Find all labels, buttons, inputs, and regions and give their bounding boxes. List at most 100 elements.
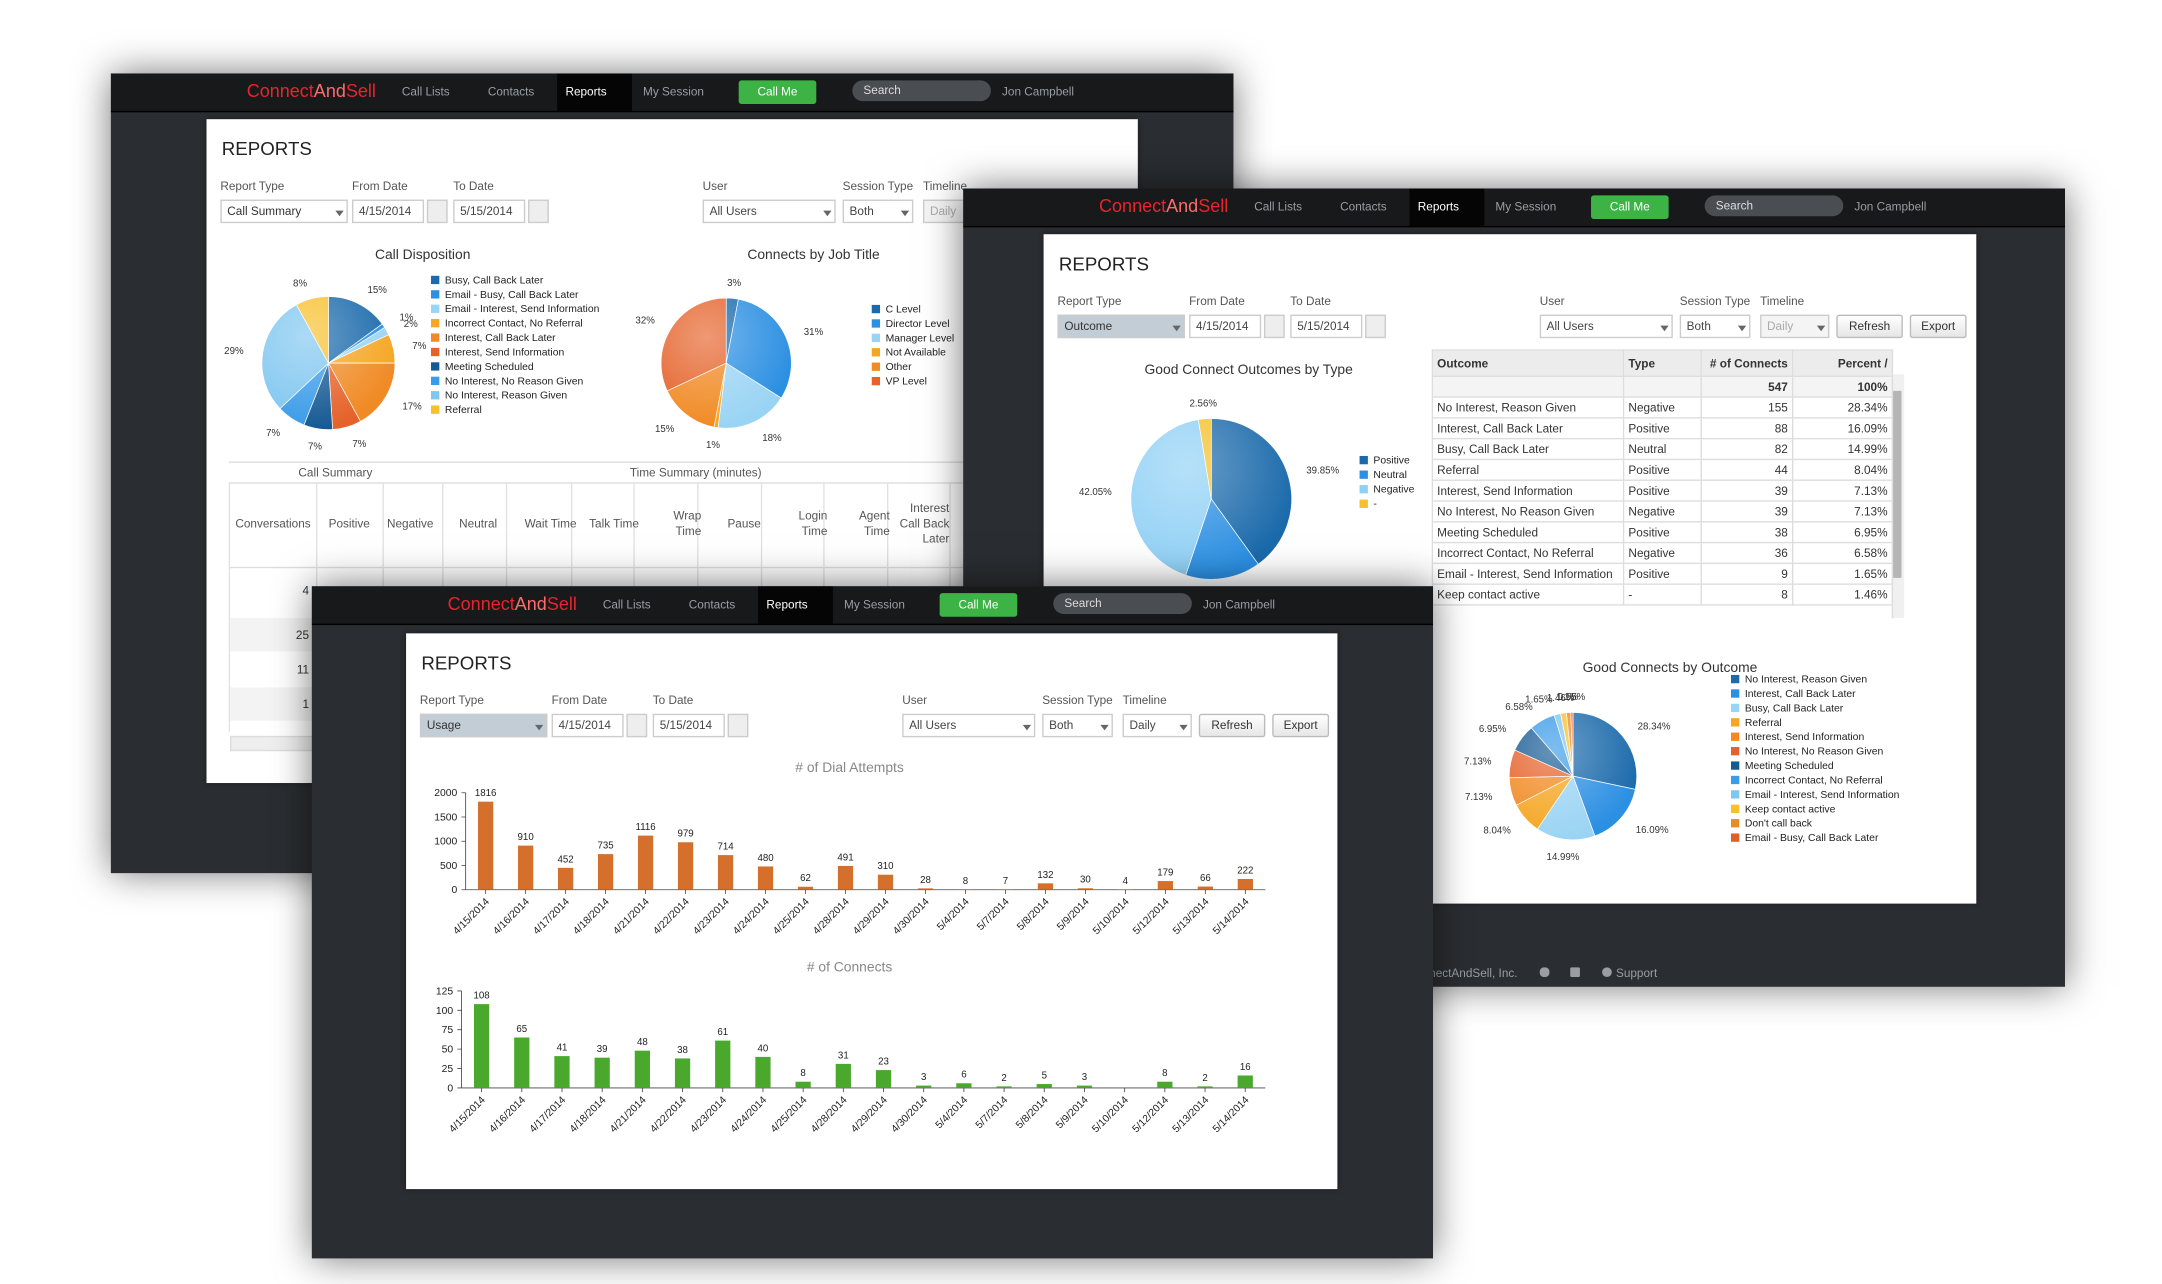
calendar-icon[interactable] xyxy=(626,713,648,738)
from-date-input[interactable]: 4/15/2014 xyxy=(352,199,425,224)
field-label: Report Type xyxy=(1057,293,1122,308)
legend-label: Interest, Send Information xyxy=(1745,732,1865,743)
calendar-icon[interactable] xyxy=(727,713,749,738)
user-menu[interactable]: Jon Campbell xyxy=(1202,597,1276,612)
bar xyxy=(634,1050,650,1088)
legend-label: Email - Busy, Call Back Later xyxy=(445,290,579,301)
nav-item[interactable]: Reports xyxy=(565,84,607,99)
form-button[interactable]: Refresh xyxy=(1836,314,1903,339)
bar-value-label: 30 xyxy=(1080,875,1091,886)
nav-item[interactable]: Contacts xyxy=(1340,199,1387,214)
form-button[interactable]: Export xyxy=(1909,314,1967,339)
bar-value-label: 910 xyxy=(518,832,535,843)
slice-label: 14.99% xyxy=(1547,852,1580,863)
legend-label: Don't call back xyxy=(1745,819,1813,830)
legend-swatch xyxy=(1730,804,1740,813)
nav-item[interactable]: Call Lists xyxy=(401,84,450,99)
column-header[interactable]: Type xyxy=(1622,349,1702,377)
bar-value-label: 61 xyxy=(717,1027,728,1038)
to-date-input[interactable]: 5/15/2014 xyxy=(453,199,526,224)
legend-swatch xyxy=(431,391,440,400)
user-select[interactable]: All Users xyxy=(1539,314,1673,339)
x-tick-label: 5/7/2014 xyxy=(975,896,1011,932)
legend-label: Email - Interest, Send Information xyxy=(445,304,600,315)
nav-item[interactable]: My Session xyxy=(643,84,704,99)
to-date-input[interactable]: 5/15/2014 xyxy=(652,713,725,738)
x-tick-label: 4/23/2014 xyxy=(691,896,732,937)
session-select[interactable]: Both xyxy=(842,199,914,224)
legend-label: Interest, Send Information xyxy=(445,347,565,358)
table-column-header: Pause xyxy=(727,516,761,531)
table-column-header: Neutral xyxy=(459,516,498,531)
caret xyxy=(1172,325,1181,332)
search-box[interactable]: Search xyxy=(852,80,991,102)
nav-item[interactable]: Reports xyxy=(1417,199,1460,214)
column-header[interactable]: # of Connects xyxy=(1700,349,1794,377)
calendar-icon[interactable] xyxy=(1365,314,1386,339)
report-type-select[interactable]: Outcome xyxy=(1057,314,1185,339)
bar xyxy=(1157,881,1173,890)
footer-support[interactable]: Support xyxy=(1615,965,1658,980)
nav-item[interactable]: Contacts xyxy=(487,84,535,99)
search-box[interactable]: Search xyxy=(1053,593,1192,614)
call-me-button[interactable]: Call Me xyxy=(738,80,817,104)
slice-label: 28.34% xyxy=(1638,722,1671,733)
legend-swatch xyxy=(431,376,440,386)
x-tick-label: 5/7/2014 xyxy=(974,1095,1010,1131)
to-date-input[interactable]: 5/15/2014 xyxy=(1290,314,1363,339)
table-column-header: Talk Time xyxy=(589,516,639,531)
from-date-input[interactable]: 4/15/2014 xyxy=(1189,314,1262,339)
heading: REPORTS xyxy=(421,652,512,674)
x-tick-label: 4/25/2014 xyxy=(771,896,812,937)
bar xyxy=(715,1040,731,1088)
chart-title: Good Connect Outcomes by Type xyxy=(1145,361,1354,377)
bar-value-label: 62 xyxy=(800,873,811,884)
pie-shine xyxy=(1509,712,1637,840)
y-tick-label: 0 xyxy=(452,885,458,896)
field-label: From Date xyxy=(352,178,408,193)
table-row: Referral Positive 44 8.04% xyxy=(1431,458,1894,481)
timeline-select[interactable]: Daily xyxy=(1122,713,1192,738)
nav-item[interactable]: Contacts xyxy=(688,597,736,612)
column-header[interactable]: Percent / xyxy=(1791,349,1894,377)
from-date-input[interactable]: 4/15/2014 xyxy=(551,713,624,738)
bar-value-label: 31 xyxy=(838,1050,849,1061)
bar xyxy=(916,1085,932,1088)
report-type-select[interactable]: Call Summary xyxy=(220,199,348,224)
x-tick-label: 4/28/2014 xyxy=(811,896,852,937)
user-menu[interactable]: Jon Campbell xyxy=(1002,84,1075,99)
form-button[interactable]: Export xyxy=(1272,713,1330,738)
x-tick-label: 5/9/2014 xyxy=(1054,1095,1090,1131)
calendar-icon[interactable] xyxy=(528,199,549,224)
table-row: Interest, Call Back Later Positive 88 16.09… xyxy=(1431,417,1894,440)
user-select[interactable]: All Users xyxy=(702,199,836,224)
nav-item[interactable]: My Session xyxy=(1495,199,1557,214)
bar xyxy=(594,1057,610,1088)
user-menu[interactable]: Jon Campbell xyxy=(1854,199,1927,214)
nav-item[interactable]: Call Lists xyxy=(602,597,651,612)
nav-item[interactable]: Reports xyxy=(766,597,808,612)
heading: REPORTS xyxy=(221,138,312,160)
bar-value-label: 66 xyxy=(1200,873,1211,884)
nav-item[interactable]: Call Lists xyxy=(1254,199,1303,214)
form-button[interactable]: Refresh xyxy=(1198,713,1266,738)
calendar-icon[interactable] xyxy=(426,199,448,224)
column-header[interactable]: Outcome xyxy=(1431,349,1625,377)
timeline-select[interactable]: Daily xyxy=(1760,314,1830,339)
nav-item[interactable]: My Session xyxy=(844,597,905,612)
session-select[interactable]: Both xyxy=(1679,314,1751,339)
search-box[interactable]: Search xyxy=(1704,195,1844,217)
slice-label: 18% xyxy=(762,433,782,444)
session-select[interactable]: Both xyxy=(1042,713,1113,738)
slice-label: 17% xyxy=(402,402,422,413)
legend-swatch xyxy=(431,333,440,342)
call-me-button[interactable]: Call Me xyxy=(939,593,1018,617)
caret xyxy=(1100,724,1109,731)
report-type-select[interactable]: Usage xyxy=(419,713,548,738)
call-me-button[interactable]: Call Me xyxy=(1591,195,1669,219)
bar xyxy=(597,854,614,890)
bar xyxy=(875,1070,892,1088)
user-select[interactable]: All Users xyxy=(902,713,1036,738)
calendar-icon[interactable] xyxy=(1263,314,1285,339)
legend-swatch xyxy=(1359,470,1368,479)
